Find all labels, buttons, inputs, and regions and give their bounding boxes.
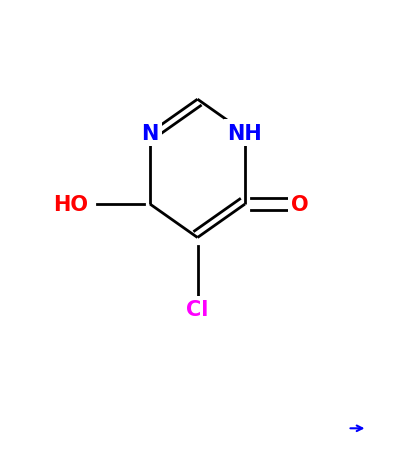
Text: NH: NH [228, 123, 262, 143]
Text: O: O [292, 195, 309, 215]
Text: HO: HO [54, 195, 88, 215]
Text: N: N [141, 123, 159, 143]
Text: Cl: Cl [186, 299, 209, 319]
